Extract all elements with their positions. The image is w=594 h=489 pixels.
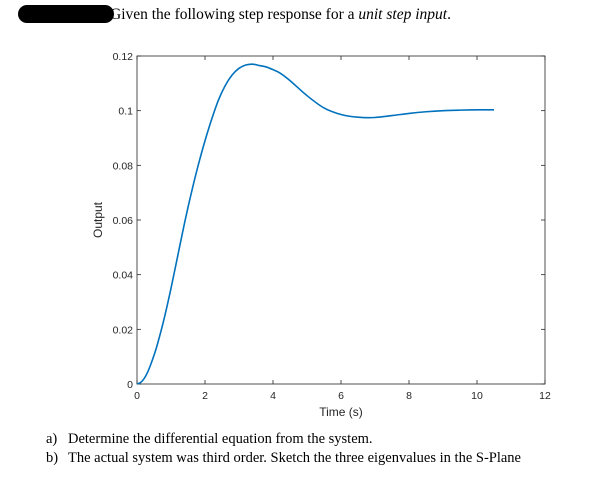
y-tick-label: 0.08 <box>113 160 134 172</box>
intro-end: . <box>447 6 451 23</box>
x-tick-label: 12 <box>539 390 551 402</box>
question-tag: b) <box>46 450 59 466</box>
redaction-bar <box>18 5 114 23</box>
x-tick-label: 4 <box>270 390 276 402</box>
question-text: The actual system was third order. Sketc… <box>68 450 521 466</box>
y-tick-labels: 0 0.02 0.04 0.06 0.08 0.1 0.12 <box>113 51 134 391</box>
question-list: a) Determine the differential equation fr… <box>46 430 521 468</box>
y-tick-label: 0.04 <box>113 270 134 282</box>
problem-intro: Given the following step response for a … <box>110 6 451 24</box>
question-text: Determine the differential equation from… <box>68 431 373 447</box>
question-b: b) The actual system was third order. Ske… <box>46 449 521 468</box>
x-axis-label: Time (s) <box>319 405 363 419</box>
y-tick-label: 0.1 <box>118 106 133 118</box>
step-response-line <box>136 63 495 385</box>
plot-area <box>136 55 546 385</box>
y-tick-label: 0.12 <box>113 51 134 63</box>
x-tick-label: 6 <box>338 390 344 402</box>
question-tag: a) <box>46 431 58 447</box>
x-tick-labels: 0 2 4 6 8 10 12 <box>134 390 551 402</box>
question-a: a) Determine the differential equation fr… <box>46 430 521 449</box>
x-tick-label: 8 <box>406 390 412 402</box>
intro-lead: Given the following step response for a <box>110 6 355 23</box>
x-tick-label: 0 <box>134 390 140 402</box>
x-tick-label: 2 <box>202 390 208 402</box>
y-tick-label: 0 <box>127 379 133 391</box>
x-tick-label: 10 <box>471 390 483 402</box>
intro-emphasis: unit step input <box>358 6 448 23</box>
y-tick-label: 0.06 <box>113 215 134 227</box>
y-tick-label: 0.02 <box>113 324 134 336</box>
y-axis-label: Output <box>91 201 105 238</box>
axis-ticks <box>136 55 546 385</box>
